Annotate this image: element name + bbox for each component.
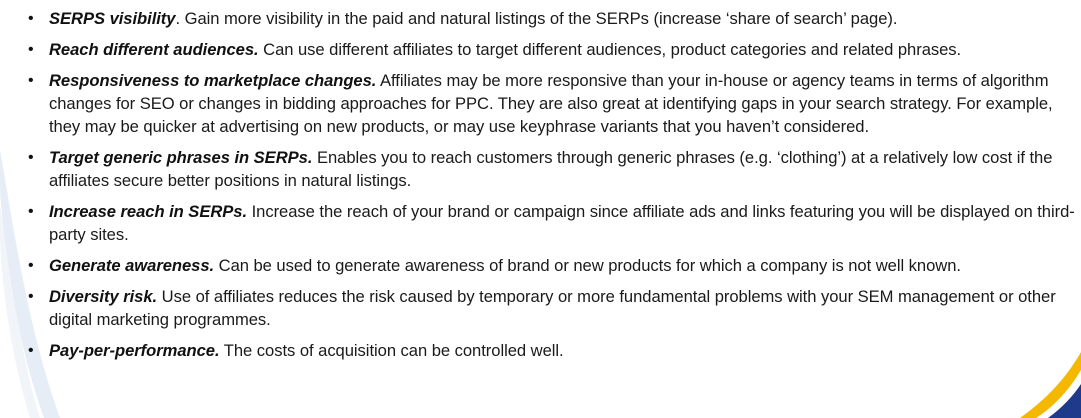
bullet-item-responsiveness: • Responsiveness to marketplace changes. … xyxy=(0,69,1081,138)
bullet-list: • SERPS visibility. Gain more visibility … xyxy=(0,7,1081,362)
bullet-text: Can be used to generate awareness of bra… xyxy=(214,256,961,275)
bullet-text: The costs of acquisition can be controll… xyxy=(219,341,564,360)
bullet-glyph: • xyxy=(28,342,34,359)
bullet-term: Increase reach in SERPs. xyxy=(49,202,248,221)
bullet-item-serps-visibility: • SERPS visibility. Gain more visibility … xyxy=(0,7,1081,30)
bullet-glyph: • xyxy=(28,288,34,305)
bullet-item-pay-per-performance: • Pay-per-performance. The costs of acqui… xyxy=(0,339,1081,362)
bullet-text: Use of affiliates reduces the risk cause… xyxy=(49,287,1056,329)
bullet-glyph: • xyxy=(28,72,34,89)
bullet-item-reach-audiences: • Reach different audiences. Can use diff… xyxy=(0,38,1081,61)
bullet-glyph: • xyxy=(28,257,34,274)
bullet-glyph: • xyxy=(28,149,34,166)
bullet-text: Gain more visibility in the paid and nat… xyxy=(180,9,898,28)
bullet-term: Generate awareness. xyxy=(49,256,215,275)
bullet-item-generate-awareness: • Generate awareness. Can be used to gene… xyxy=(0,254,1081,277)
bullet-term: Responsiveness to marketplace changes. xyxy=(49,71,377,90)
bullet-text: Enables you to reach customers through g… xyxy=(49,148,1053,190)
bullet-term: Reach different audiences. xyxy=(49,40,259,59)
bullet-term: Diversity risk. xyxy=(49,287,158,306)
bullet-glyph: • xyxy=(28,41,34,58)
bullet-term: Target generic phrases in SERPs. xyxy=(49,148,313,167)
corner-blue-swoosh xyxy=(1048,384,1081,418)
bullet-term: SERPS visibility xyxy=(49,9,176,28)
bullet-text: Increase the reach of your brand or camp… xyxy=(49,202,1075,244)
bullet-item-diversity-risk: • Diversity risk. Use of affiliates reduc… xyxy=(0,285,1081,331)
bullet-term-sep: . xyxy=(175,9,181,28)
bullet-term: Pay-per-performance. xyxy=(49,341,220,360)
bullet-text: Affiliates may be more responsive than y… xyxy=(49,71,1053,136)
bullet-glyph: • xyxy=(28,203,34,220)
bullet-item-generic-phrases: • Target generic phrases in SERPs. Enable… xyxy=(0,146,1081,192)
bullet-item-increase-reach: • Increase reach in SERPs. Increase the r… xyxy=(0,200,1081,246)
bullet-glyph: • xyxy=(28,10,34,27)
bullet-text: Can use different affiliates to target d… xyxy=(258,40,962,59)
